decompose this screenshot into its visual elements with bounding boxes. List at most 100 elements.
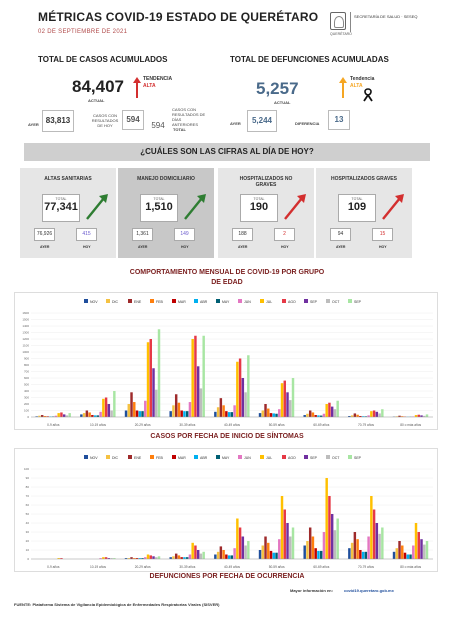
more-info-link[interactable]: covid19.queretaro.gob.mx — [344, 588, 394, 593]
trend-arrow-icon — [86, 194, 108, 220]
bar — [364, 416, 368, 417]
bar — [144, 557, 147, 559]
bar — [348, 416, 351, 417]
y-tick-label: 80 — [26, 485, 30, 489]
bar — [283, 509, 286, 559]
bar — [361, 551, 365, 559]
bar — [230, 555, 234, 559]
x-tick-label: 50-59 años — [269, 565, 285, 569]
bar — [102, 557, 105, 559]
casos-tendencia-value: ALTA — [143, 83, 156, 89]
casos-hoy-value: 594 — [122, 110, 144, 130]
card-ayer-label: AYER — [238, 245, 248, 249]
bar — [196, 366, 200, 417]
bar — [35, 416, 38, 417]
legend-swatch — [172, 299, 176, 303]
legend-label: ENE — [134, 456, 142, 460]
casos-chart: NOV DIC ENE FEB MAR ABR MAY JUN JUL AGO SEP OCT SEP 0… — [22, 299, 433, 427]
card-title: HOSPITALIZADOS GRAVES — [331, 176, 397, 182]
bar — [144, 400, 147, 417]
bar — [227, 555, 231, 559]
defunciones-ayer-label: AYER — [230, 121, 241, 126]
x-tick-label: 40-49 años — [224, 423, 240, 427]
card-3: HOSPITALIZADOS GRAVES TOTAL 109 94 15 AYER HOY — [316, 168, 412, 258]
bar — [85, 410, 89, 417]
legend-label: SEP — [354, 456, 362, 460]
bar — [222, 550, 225, 559]
bar — [423, 544, 426, 559]
bar — [216, 407, 220, 417]
card-total-label: TOTAL — [153, 197, 165, 201]
y-tick-label: 50 — [26, 512, 30, 516]
bar — [417, 414, 420, 417]
bar — [177, 555, 181, 559]
bar — [423, 415, 426, 417]
card-total-label: TOTAL — [351, 197, 363, 201]
section-title: COMPORTAMIENTO MENSUAL DE COVID-19 POR G… — [129, 269, 325, 286]
y-tick-label: 1400 — [22, 324, 29, 328]
legend-swatch — [260, 299, 264, 303]
defunciones-chart-title: DEFUNCIONES POR FECHA DE OCURRENCIA — [149, 573, 305, 580]
bar — [157, 329, 161, 417]
bar — [286, 523, 289, 559]
x-tick-label: 60-69 años — [313, 565, 329, 569]
bar — [398, 541, 401, 559]
defunciones-heading: TOTAL DE DEFUNCIONES ACUMULADAS — [230, 55, 389, 64]
bar — [367, 415, 370, 417]
legend-swatch — [326, 455, 330, 459]
bar — [328, 496, 331, 559]
bar — [425, 541, 429, 559]
legend-swatch — [150, 299, 154, 303]
casos-actual: 84,407 — [72, 77, 124, 96]
bar — [414, 523, 418, 559]
bar — [233, 405, 236, 417]
bar — [149, 555, 152, 559]
bar — [412, 545, 415, 559]
y-tick-label: 1500 — [22, 318, 29, 322]
bar — [113, 558, 116, 559]
card-total-value: 109 — [347, 201, 367, 213]
bar — [236, 361, 239, 417]
card-total-box: TOTAL 190 — [240, 194, 278, 222]
bar — [177, 402, 181, 417]
logo-text: SECRETARÍA DE SALUD · SESEQ — [354, 14, 418, 19]
x-tick-label: 60-69 años — [313, 423, 329, 427]
cifras-banner-text: ¿CUÁLES SON LAS CIFRAS AL DÍA DE HOY? — [140, 147, 314, 156]
y-tick-label: 800 — [24, 363, 29, 367]
bar — [227, 412, 231, 417]
legend-swatch — [106, 455, 110, 459]
bar — [303, 415, 306, 417]
card-title: MANEJO DOMICILIARIO — [137, 176, 195, 182]
bar — [93, 415, 97, 417]
casos-heading: TOTAL DE CASOS ACUMULADOS — [38, 55, 168, 64]
card-2: HOSPITALIZADOS NO GRAVES TOTAL 190 188 2 AYER… — [218, 168, 314, 258]
bar — [280, 496, 284, 559]
bar — [149, 339, 152, 417]
bar — [110, 558, 113, 559]
bar — [353, 413, 357, 417]
bar — [247, 541, 250, 559]
bar — [267, 542, 270, 559]
bar — [420, 539, 423, 559]
seseq-logo: SECRETARÍA DE SALUD · SESEQ QUERÉTARO — [330, 12, 420, 38]
bar — [107, 558, 111, 559]
bar — [138, 558, 141, 559]
card-total-value: 1,510 — [145, 201, 173, 213]
card-total-label: TOTAL — [55, 197, 67, 201]
bar — [57, 558, 60, 559]
source-note: FUENTE: Plataforma Sistema de Vigilancia… — [14, 602, 220, 607]
bar — [194, 545, 197, 559]
legend-swatch — [260, 455, 264, 459]
bar — [414, 415, 418, 417]
bar — [183, 411, 186, 417]
y-tick-label: 90 — [26, 476, 30, 480]
bar — [185, 411, 189, 417]
legend-label: FEB — [156, 300, 163, 304]
y-tick-label: 100 — [24, 409, 29, 413]
bar — [133, 402, 136, 417]
bar — [308, 527, 312, 559]
bar — [333, 409, 337, 417]
bar — [244, 545, 247, 559]
bar — [238, 358, 242, 417]
bar — [289, 536, 292, 559]
